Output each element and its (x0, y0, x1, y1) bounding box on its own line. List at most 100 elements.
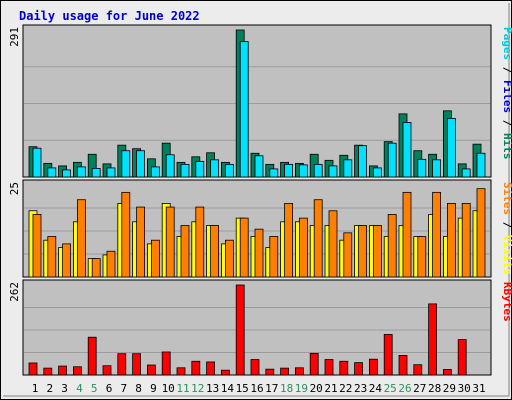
bottom-bar-kbytes-day-20 (309, 352, 319, 376)
x-tick-label-day-19: 19 (295, 382, 308, 395)
middle-legend-part: Visits (501, 235, 512, 275)
x-tick-label-day-24: 24 (369, 382, 383, 395)
x-tick-label-day-6: 6 (106, 382, 113, 395)
top-bar-files-day-22 (343, 159, 353, 178)
bottom-bar-kbytes-day-23 (354, 362, 364, 376)
top-bar-files-day-28 (432, 159, 442, 178)
top-bar-files-day-2 (47, 167, 57, 178)
bottom-bar-kbytes-day-1 (28, 362, 38, 376)
top-panel: 291 Pages / Files / Hits (8, 24, 512, 178)
x-tick-label-day-17: 17 (265, 382, 278, 395)
top-bar-files-day-15 (239, 41, 249, 178)
middle-panel: 25 Sites / Visits (8, 179, 512, 278)
middle-bar-sites-day-27 (417, 236, 427, 278)
middle-legend: Sites / Visits (501, 182, 512, 275)
bottom-bar-kbytes-day-4 (73, 366, 82, 376)
top-bar-files-day-30 (461, 168, 471, 178)
bottom-bar-kbytes-day-7 (117, 353, 127, 376)
x-tick-label-day-10: 10 (162, 382, 175, 395)
x-tick-label-day-23: 23 (354, 382, 367, 395)
x-tick-label-day-25: 25 (384, 382, 397, 395)
x-tick-label-day-8: 8 (135, 382, 142, 395)
bottom-bar-kbytes-day-22 (339, 360, 349, 376)
bottom-bar-kbytes-day-21 (324, 359, 334, 376)
middle-bar-sites-day-7 (121, 191, 131, 278)
bottom-bar-kbytes-day-26 (398, 355, 408, 376)
top-bar-files-day-9 (150, 166, 160, 178)
top-bar-files-day-5 (91, 168, 101, 178)
middle-bar-sites-day-16 (254, 228, 264, 278)
middle-bar-sites-day-15 (239, 217, 249, 278)
top-bar-files-day-4 (77, 166, 86, 178)
x-tick-label-day-15: 15 (236, 382, 249, 395)
x-tick-label-day-30: 30 (458, 382, 471, 395)
middle-bar-sites-day-29 (446, 202, 456, 278)
bottom-bar-kbytes-day-19 (294, 367, 304, 376)
middle-bar-sites-day-12 (195, 206, 205, 278)
top-legend-part: / (501, 60, 512, 80)
x-tick-label-day-21: 21 (324, 382, 337, 395)
bottom-bar-kbytes-day-2 (43, 367, 53, 376)
middle-bar-sites-day-9 (150, 239, 160, 278)
bottom-bar-kbytes-day-29 (442, 369, 452, 376)
top-max-value-label: 291 (8, 27, 21, 47)
top-bar-files-day-7 (121, 150, 131, 178)
middle-bar-sites-day-28 (432, 191, 442, 278)
top-legend-part: Pages (501, 27, 512, 60)
bottom-bar-kbytes-day-9 (146, 364, 156, 376)
top-bar-files-day-8 (136, 150, 146, 178)
x-tick-label-day-7: 7 (120, 382, 127, 395)
middle-bar-sites-day-14 (224, 239, 234, 278)
middle-bar-sites-day-2 (47, 236, 57, 278)
middle-bar-sites-day-18 (284, 202, 294, 278)
bottom-bar-kbytes-day-25 (383, 334, 393, 376)
x-tick-label-day-11: 11 (176, 382, 189, 395)
x-tick-label-day-3: 3 (61, 382, 68, 395)
bottom-bar-kbytes-day-8 (132, 353, 142, 376)
top-bar-files-day-26 (402, 122, 412, 178)
bottom-bar-kbytes-day-3 (58, 365, 67, 376)
middle-bar-sites-day-6 (106, 250, 116, 278)
middle-bar-sites-day-30 (461, 202, 471, 278)
top-bar-files-day-24 (372, 167, 382, 178)
middle-bar-sites-day-24 (372, 225, 382, 278)
middle-bar-sites-day-25 (387, 214, 397, 278)
bottom-bar-kbytes-day-18 (280, 367, 290, 376)
bottom-legend-part: KBytes (501, 282, 512, 322)
x-tick-label-day-20: 20 (310, 382, 323, 395)
top-bar-files-day-20 (313, 163, 323, 178)
middle-bar-sites-day-23 (358, 225, 368, 278)
middle-bar-sites-day-5 (91, 258, 101, 278)
top-legend-part: Files (501, 80, 512, 113)
bottom-bar-kbytes-day-11 (176, 367, 186, 376)
middle-legend-part: Sites (501, 182, 512, 215)
bottom-bar-kbytes-day-12 (191, 360, 201, 376)
x-tick-label-day-2: 2 (46, 382, 53, 395)
bottom-legend: KBytes (501, 282, 512, 322)
middle-bar-sites-day-17 (269, 236, 279, 278)
x-tick-label-day-29: 29 (443, 382, 456, 395)
top-bar-files-day-21 (328, 165, 338, 178)
middle-bar-sites-day-8 (136, 206, 146, 278)
middle-bar-sites-day-11 (180, 225, 190, 278)
x-tick-label-day-22: 22 (339, 382, 352, 395)
middle-bar-sites-day-4 (77, 199, 86, 278)
middle-bar-sites-day-26 (402, 191, 412, 278)
top-bar-files-day-14 (224, 163, 234, 178)
bottom-bar-kbytes-day-30 (457, 339, 467, 376)
top-bar-files-day-13 (210, 159, 220, 178)
top-bar-files-day-10 (165, 154, 175, 178)
top-bar-files-day-6 (106, 167, 116, 178)
bottom-bar-kbytes-day-17 (265, 368, 275, 376)
middle-bar-sites-day-22 (343, 232, 353, 278)
top-plot-area (22, 24, 492, 178)
top-bar-files-day-11 (180, 163, 190, 178)
bottom-bar-kbytes-day-16 (250, 359, 260, 376)
middle-bar-sites-day-20 (313, 199, 323, 278)
middle-bar-sites-day-10 (165, 206, 175, 278)
top-legend: Pages / Files / Hits (501, 27, 512, 160)
top-bar-files-day-19 (298, 164, 308, 178)
x-tick-label-day-5: 5 (91, 382, 98, 395)
x-tick-label-day-26: 26 (398, 382, 411, 395)
top-bar-files-day-1 (32, 147, 42, 178)
